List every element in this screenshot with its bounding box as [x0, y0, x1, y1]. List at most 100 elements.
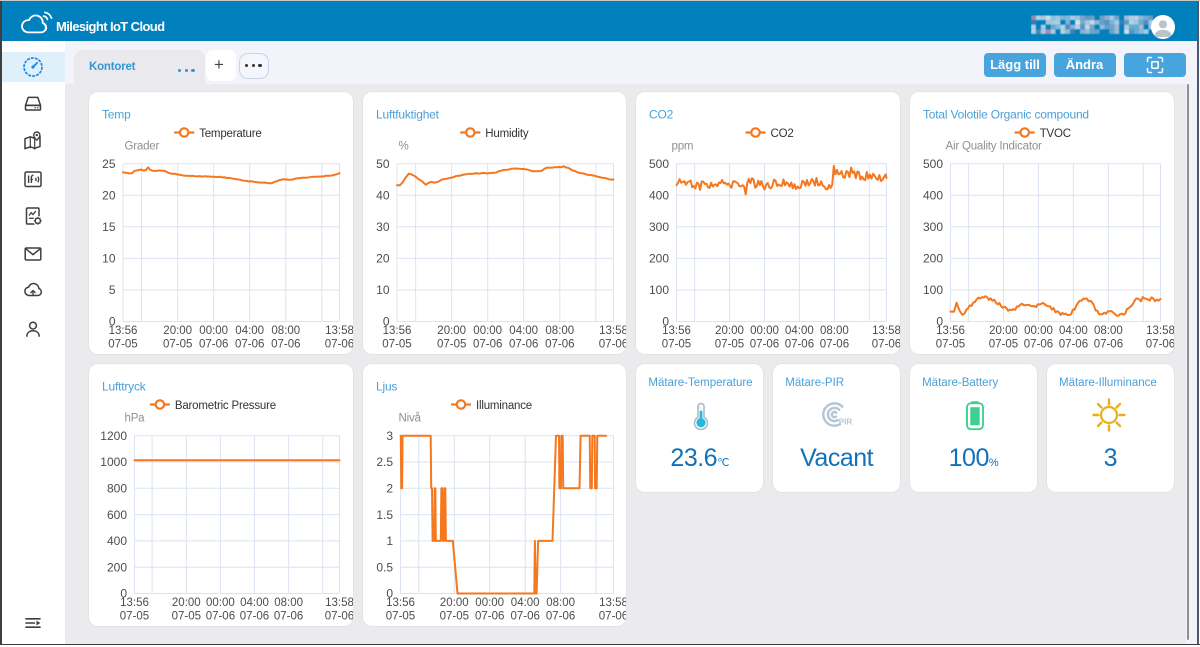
svg-text:200: 200	[649, 252, 669, 266]
svg-text:20:00: 20:00	[716, 325, 745, 337]
svg-text:07-06: 07-06	[1094, 339, 1123, 351]
svg-text:1: 1	[386, 534, 393, 548]
svg-text:20:00: 20:00	[440, 597, 469, 609]
svg-text:07-05: 07-05	[108, 339, 137, 351]
svg-text:5: 5	[109, 283, 116, 297]
svg-text:07-05: 07-05	[437, 339, 466, 351]
svg-text:07-06: 07-06	[199, 339, 228, 351]
svg-text:07-06: 07-06	[820, 339, 849, 351]
svg-text:07-06: 07-06	[872, 339, 901, 351]
svg-text:07-06: 07-06	[510, 611, 539, 623]
svg-text:20:00: 20:00	[437, 325, 466, 337]
svg-text:07-05: 07-05	[172, 611, 201, 623]
svg-text:0: 0	[663, 315, 670, 329]
svg-text:07-06: 07-06	[1059, 339, 1088, 351]
svg-text:08:00: 08:00	[271, 325, 300, 337]
svg-text:07-06: 07-06	[598, 339, 627, 351]
svg-text:07-06: 07-06	[325, 339, 354, 351]
svg-text:07-06: 07-06	[325, 611, 354, 623]
svg-text:04:00: 04:00	[510, 597, 539, 609]
svg-text:04:00: 04:00	[235, 325, 264, 337]
svg-text:Grader: Grader	[125, 141, 160, 153]
svg-text:1.5: 1.5	[376, 508, 393, 522]
svg-text:Humidity: Humidity	[485, 128, 529, 140]
svg-text:200: 200	[107, 560, 127, 574]
svg-text:Luftfuktighet: Luftfuktighet	[376, 108, 440, 122]
svg-text:07-05: 07-05	[163, 339, 192, 351]
svg-text:20: 20	[102, 189, 116, 203]
svg-text:08:00: 08:00	[820, 325, 849, 337]
svg-text:13:56: 13:56	[109, 325, 138, 337]
svg-text:07-06: 07-06	[235, 339, 264, 351]
svg-text:Barometric Pressure: Barometric Pressure	[175, 400, 276, 412]
svg-text:0: 0	[386, 587, 393, 601]
svg-text:800: 800	[107, 482, 127, 496]
svg-text:07-06: 07-06	[271, 339, 300, 351]
svg-text:Nivå: Nivå	[398, 413, 421, 425]
svg-text:TVOC: TVOC	[1040, 128, 1071, 140]
svg-text:10: 10	[376, 283, 390, 297]
svg-text:0: 0	[120, 587, 127, 601]
svg-text:100: 100	[649, 283, 669, 297]
svg-text:10: 10	[102, 252, 116, 266]
svg-text:13:58: 13:58	[599, 325, 627, 337]
svg-text:ppm: ppm	[672, 141, 694, 153]
svg-text:Temperature: Temperature	[199, 128, 261, 140]
svg-text:08:00: 08:00	[545, 325, 574, 337]
svg-text:20:00: 20:00	[172, 597, 201, 609]
svg-text:15: 15	[102, 220, 116, 234]
svg-text:300: 300	[649, 220, 669, 234]
svg-text:0.5: 0.5	[376, 560, 393, 574]
svg-text:13:58: 13:58	[1146, 325, 1174, 337]
svg-text:13:58: 13:58	[873, 325, 901, 337]
svg-text:25: 25	[102, 157, 116, 171]
svg-text:07-06: 07-06	[274, 611, 303, 623]
svg-text:04:00: 04:00	[1059, 325, 1088, 337]
svg-text:07-06: 07-06	[473, 339, 502, 351]
svg-text:07-05: 07-05	[936, 339, 965, 351]
svg-text:07-06: 07-06	[1024, 339, 1053, 351]
svg-text:13:56: 13:56	[382, 325, 411, 337]
svg-text:07-06: 07-06	[546, 611, 575, 623]
svg-text:07-05: 07-05	[715, 339, 744, 351]
svg-text:00:00: 00:00	[751, 325, 780, 337]
svg-text:20:00: 20:00	[989, 325, 1018, 337]
svg-text:07-06: 07-06	[598, 611, 627, 623]
svg-text:400: 400	[107, 534, 127, 548]
svg-text:Ljus: Ljus	[376, 380, 397, 394]
svg-text:CO2: CO2	[649, 108, 674, 122]
svg-text:13:58: 13:58	[599, 597, 627, 609]
svg-text:13:56: 13:56	[936, 325, 965, 337]
svg-text:0: 0	[936, 315, 943, 329]
svg-text:Air Quality Indicator: Air Quality Indicator	[946, 141, 1043, 153]
svg-text:07-05: 07-05	[120, 611, 149, 623]
svg-text:Temp: Temp	[102, 108, 131, 122]
svg-text:07-06: 07-06	[750, 339, 779, 351]
svg-text:08:00: 08:00	[274, 597, 303, 609]
svg-text:3: 3	[386, 429, 393, 443]
svg-text:07-05: 07-05	[439, 611, 468, 623]
svg-text:500: 500	[649, 157, 669, 171]
svg-text:13:56: 13:56	[120, 597, 149, 609]
svg-text:07-06: 07-06	[545, 339, 574, 351]
svg-text:600: 600	[107, 508, 127, 522]
svg-text:50: 50	[376, 157, 390, 171]
svg-text:13:56: 13:56	[663, 325, 692, 337]
svg-text:04:00: 04:00	[240, 597, 269, 609]
svg-text:07-05: 07-05	[989, 339, 1018, 351]
svg-text:07-05: 07-05	[385, 611, 414, 623]
svg-text:07-06: 07-06	[785, 339, 814, 351]
svg-text:0: 0	[109, 315, 116, 329]
svg-text:2.5: 2.5	[376, 455, 393, 469]
svg-text:400: 400	[923, 189, 943, 203]
svg-text:07-06: 07-06	[240, 611, 269, 623]
svg-text:1000: 1000	[100, 455, 127, 469]
svg-text:40: 40	[376, 189, 390, 203]
svg-text:08:00: 08:00	[546, 597, 575, 609]
svg-text:07-05: 07-05	[382, 339, 411, 351]
svg-text:400: 400	[649, 189, 669, 203]
svg-text:hPa: hPa	[125, 413, 146, 425]
svg-text:100: 100	[923, 283, 943, 297]
svg-text:07-06: 07-06	[1146, 339, 1175, 351]
svg-text:Lufttryck: Lufttryck	[102, 380, 147, 394]
